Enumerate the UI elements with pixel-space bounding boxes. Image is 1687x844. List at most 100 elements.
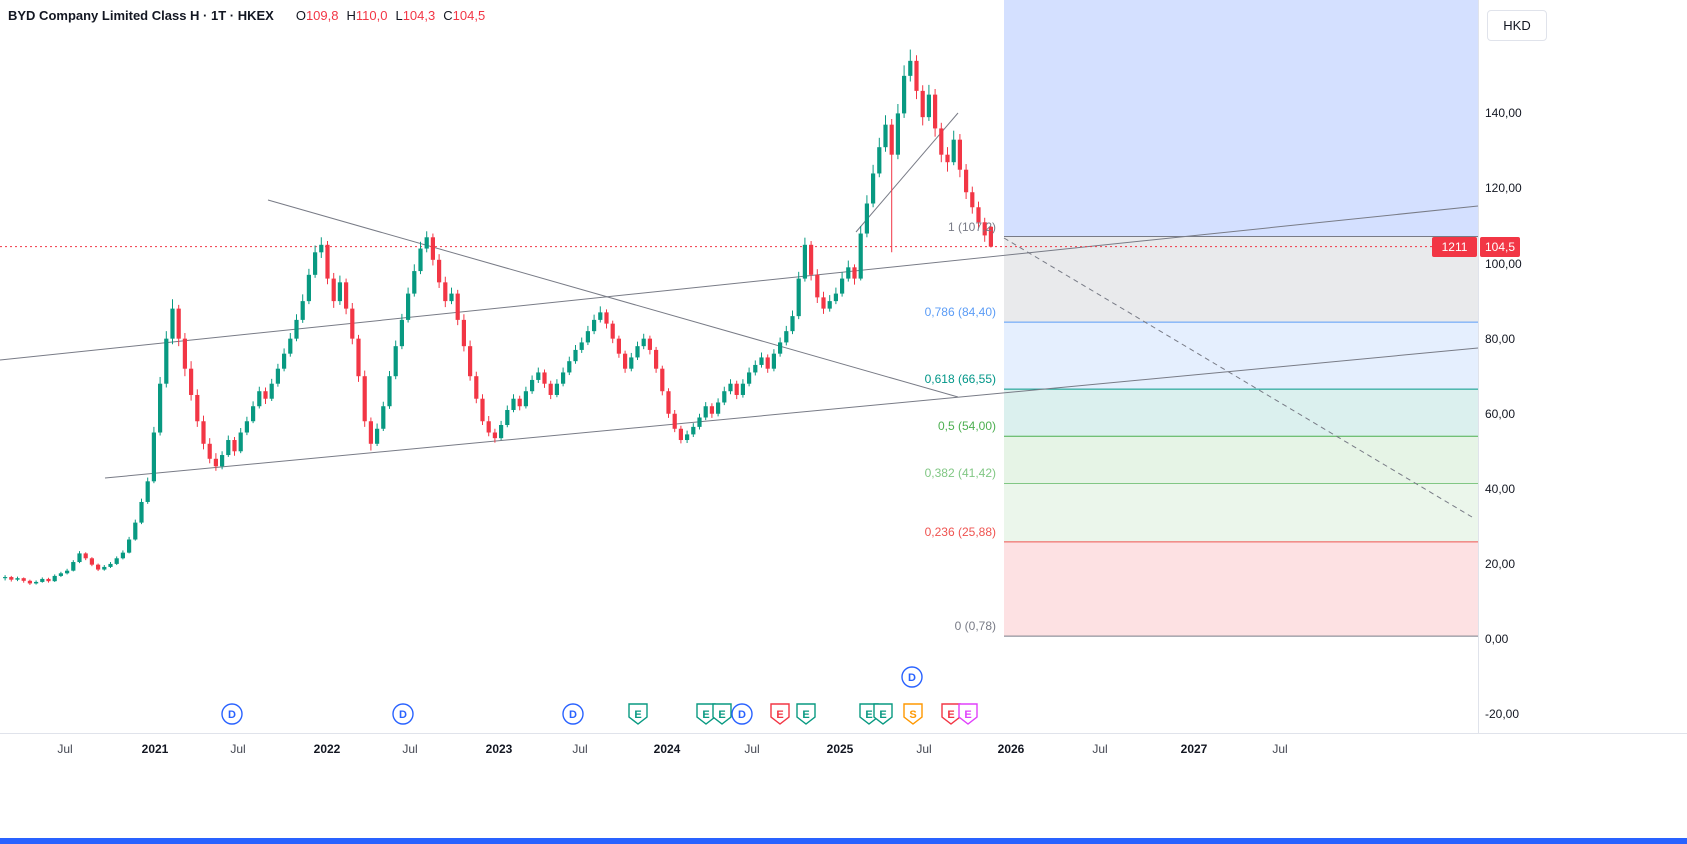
trendline[interactable]: [104, 347, 1479, 479]
split-marker[interactable]: S: [903, 703, 923, 725]
candle-body: [158, 383, 163, 433]
time-axis[interactable]: Jul 2021 Jul 2022 Jul 2023 Jul 2024 Jul 2025 Jul 20…: [0, 734, 1687, 770]
trendline[interactable]: [1003, 237, 1473, 518]
candle-body: [951, 139, 956, 163]
candle-body: [331, 278, 336, 302]
candle-body: [182, 338, 187, 369]
candle-body: [83, 553, 88, 559]
dividend-marker[interactable]: D: [731, 703, 753, 725]
candle-body: [58, 573, 63, 576]
candle-body: [412, 271, 417, 294]
trendline[interactable]: [0, 205, 1479, 361]
dividend-marker[interactable]: D: [562, 703, 584, 725]
candle-body: [530, 379, 535, 392]
dividend-marker[interactable]: D: [392, 703, 414, 725]
candle-body: [629, 357, 634, 369]
ohlc-high-value: 110,0: [355, 8, 388, 23]
candle-body: [275, 368, 280, 384]
candle-body: [449, 293, 454, 302]
fib-level-label: 0,618 (66,55): [924, 372, 996, 387]
symbol-code-badge: 1211: [1432, 236, 1477, 257]
earnings-marker[interactable]: E: [628, 703, 648, 725]
candle-body: [306, 274, 311, 302]
symbol-title[interactable]: BYD Company Limited Class H · 1T · HKEX: [8, 8, 274, 23]
candle-body: [908, 60, 913, 76]
earnings-marker-icon: [873, 703, 893, 725]
candle-body: [877, 147, 882, 174]
dividend-marker[interactable]: D: [221, 703, 243, 725]
candle-body: [108, 563, 113, 567]
earnings-marker[interactable]: E: [770, 703, 790, 725]
candle-body: [89, 558, 94, 565]
candle-body: [282, 353, 287, 369]
candle-body: [902, 75, 907, 114]
candle-body: [647, 338, 652, 350]
candle-body: [765, 357, 770, 369]
earnings-marker-icon: [696, 703, 716, 725]
candle-body: [114, 558, 119, 564]
fib-band: [1004, 541, 1478, 637]
price-axis[interactable]: 140,00 120,00 100,00 80,00 60,00 40,00 20,00 0,…: [1479, 0, 1687, 733]
candle-body: [3, 577, 8, 579]
price-tick-label: 40,00: [1485, 481, 1516, 496]
earnings-marker[interactable]: E: [873, 703, 893, 725]
candle-body: [554, 383, 559, 395]
candle-body: [201, 421, 206, 444]
earnings-marker-glyph: E: [718, 709, 725, 721]
candle-body: [437, 259, 442, 283]
candle-body: [976, 207, 981, 223]
candle-body: [945, 154, 950, 163]
candle-body: [207, 443, 212, 459]
price-tick-label: 0,00: [1485, 632, 1509, 646]
earnings-marker-icon: [628, 703, 648, 725]
candle-body: [505, 409, 510, 426]
candle-body: [685, 434, 690, 441]
candle-body: [703, 406, 708, 418]
candle-body: [871, 173, 876, 204]
candle-body: [598, 312, 603, 320]
currency-button[interactable]: HKD: [1487, 10, 1547, 41]
candle-body: [883, 124, 888, 148]
candle-body: [709, 406, 714, 414]
candle-body: [573, 349, 578, 362]
trendline[interactable]: [267, 199, 959, 398]
candle-body: [759, 357, 764, 365]
candle-body: [970, 192, 975, 208]
ohlc-high-label: H: [346, 8, 356, 23]
candle-body: [864, 203, 869, 234]
candle-body: [747, 372, 752, 384]
earnings-marker[interactable]: E: [696, 703, 716, 725]
earnings-marker[interactable]: E: [712, 703, 732, 725]
earnings-marker[interactable]: E: [796, 703, 816, 725]
candle-body: [269, 383, 274, 399]
candle-body: [418, 248, 423, 272]
time-axis-year-label: 2027: [1180, 742, 1208, 756]
candle-body: [96, 564, 101, 570]
candle-body: [294, 319, 299, 339]
candle-body: [499, 425, 504, 439]
candle-body: [145, 481, 150, 502]
time-axis-year-label: 2024: [653, 742, 681, 756]
dividend-marker[interactable]: D: [901, 666, 923, 688]
earnings-marker[interactable]: E: [941, 703, 961, 725]
candle-body: [740, 383, 745, 395]
fib-band: [1004, 436, 1478, 484]
candle-body: [635, 346, 640, 358]
ohlc-open-value: 109,8: [305, 8, 339, 23]
price-tick-label: 140,00: [1485, 106, 1522, 121]
candle-body: [802, 244, 807, 279]
candle-body: [393, 346, 398, 377]
candle-body: [840, 278, 845, 294]
candle-body: [827, 301, 832, 309]
candle-body: [238, 432, 243, 452]
candle-body: [920, 90, 925, 118]
candle-body: [623, 353, 628, 369]
candle-body: [455, 293, 460, 320]
candle-body: [151, 432, 156, 482]
time-axis-month-label: Jul: [1272, 742, 1288, 756]
earnings-marker[interactable]: E: [958, 703, 978, 725]
candle-body: [15, 578, 20, 580]
time-axis-month-label: Jul: [402, 742, 418, 756]
dividend-marker-icon: [562, 703, 584, 725]
